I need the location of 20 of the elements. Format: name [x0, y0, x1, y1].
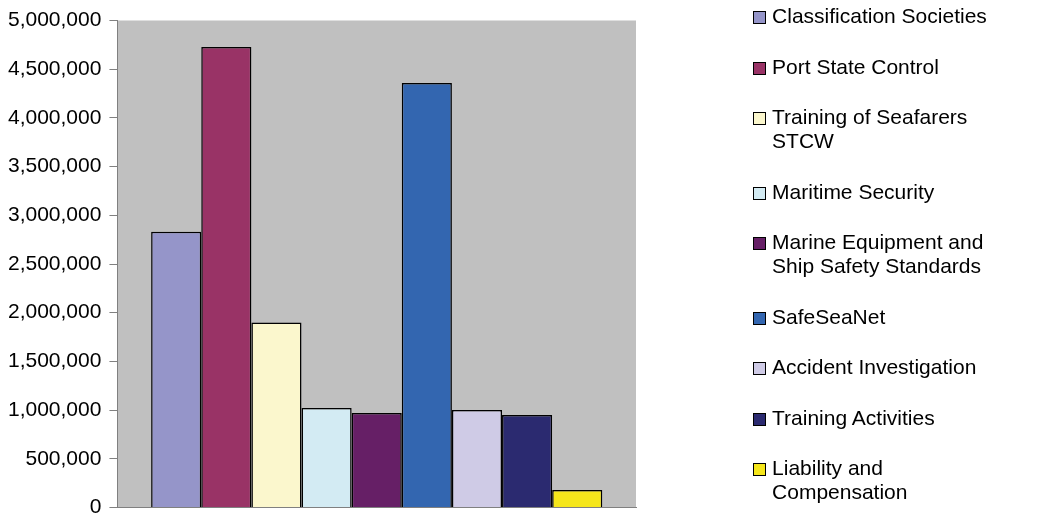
- y-tick-label: 500,000: [25, 445, 102, 469]
- legend-label: Maritime Security: [772, 179, 935, 204]
- legend-label: Port State Control: [772, 54, 939, 79]
- legend-label: Classification Societies: [772, 4, 987, 28]
- y-tick-label: 4,000,000: [7, 104, 102, 128]
- y-tick-label: 2,500,000: [7, 250, 102, 274]
- legend-label: Liability and Compensation: [772, 456, 909, 504]
- y-tick-label: 5,000,000: [7, 7, 102, 31]
- legend-label: Training Activities: [772, 405, 935, 430]
- legend-label: Accident Investigation: [772, 355, 977, 379]
- legend-label: Training of Seafarers STCW: [772, 105, 969, 153]
- legend-label: SafeSeaNet: [772, 304, 886, 329]
- y-tick-label: 4,500,000: [7, 56, 102, 80]
- y-tick-label: 0: [89, 494, 102, 518]
- y-tick-label: 1,000,000: [7, 396, 102, 420]
- y-tick-label: 3,000,000: [7, 202, 102, 226]
- y-tick-label: 3,500,000: [7, 153, 102, 177]
- y-tick-label: 1,500,000: [7, 348, 102, 372]
- legend-label: Marine Equipment and Ship Safety Standards: [772, 230, 985, 278]
- y-tick-label: 2,000,000: [7, 299, 102, 323]
